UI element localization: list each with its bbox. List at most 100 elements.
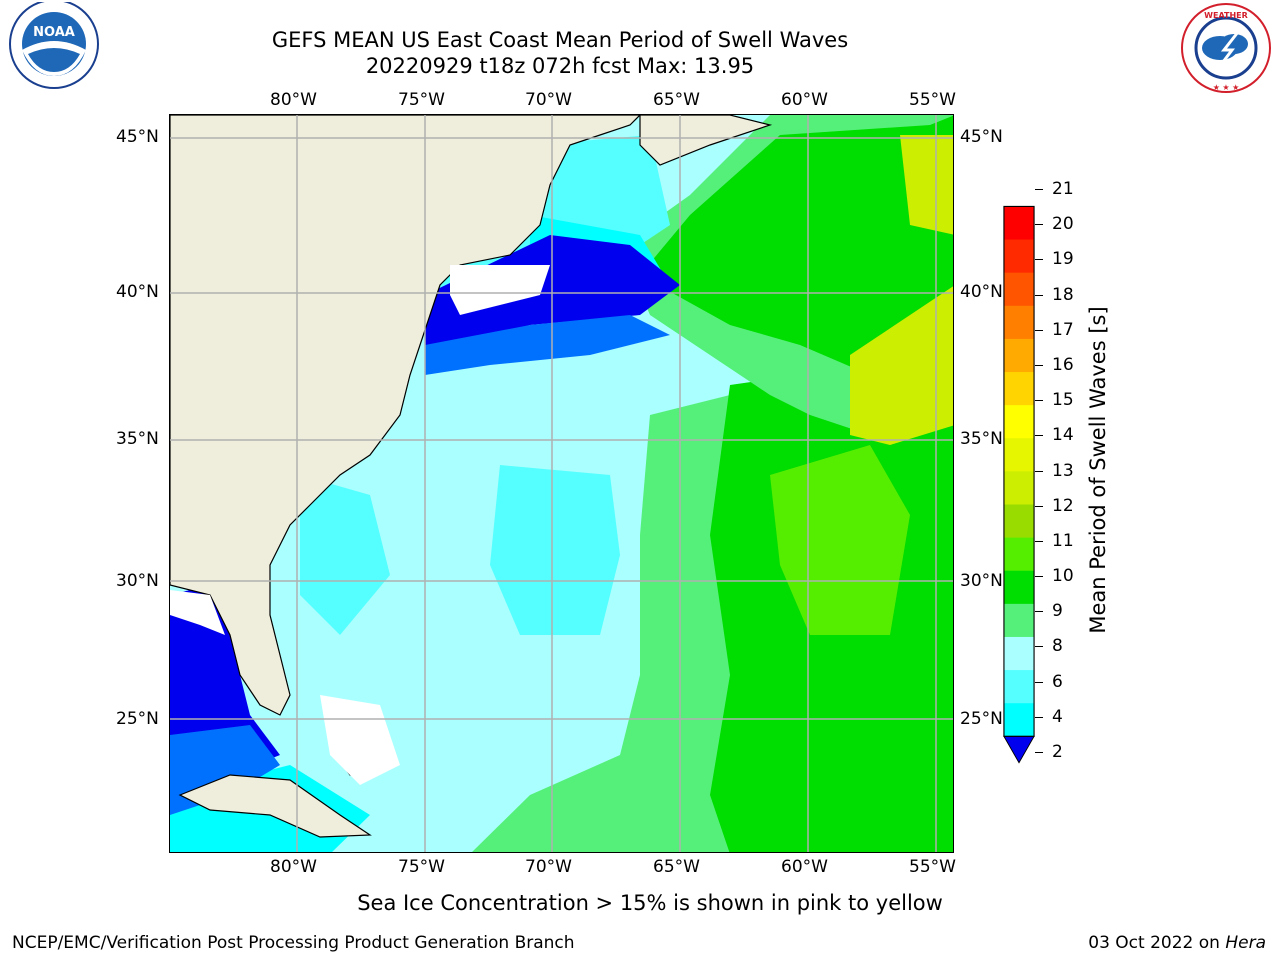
lon-label-top: 60°W: [781, 90, 828, 110]
colorbar-tick-mark: [1035, 505, 1043, 507]
nws-logo: WEATHER ★ ★ ★: [1181, 3, 1271, 93]
cuba-land: [178, 774, 372, 838]
colorbar-tick-mark: [1035, 716, 1043, 718]
colorbar-segment: [1003, 504, 1035, 539]
colorbar-segment: [1003, 703, 1035, 737]
lat-label-left: 35°N: [116, 429, 159, 449]
chart-title: GEFS MEAN US East Coast Mean Period of S…: [271, 28, 849, 52]
footer-date-text: 03 Oct 2022 on: [1088, 933, 1226, 953]
north-america-land: [170, 115, 641, 716]
lon-label-bottom: 70°W: [525, 857, 572, 877]
zone-4s-shelf: [425, 315, 670, 375]
colorbar-segment: [1003, 537, 1035, 572]
svg-text:★ ★ ★: ★ ★ ★: [1213, 83, 1240, 92]
colorbar-tick-label: 19: [1052, 249, 1074, 270]
colorbar-tick-mark: [1035, 646, 1043, 648]
colorbar-tick-mark: [1035, 576, 1043, 578]
lon-label-bottom: 65°W: [653, 857, 700, 877]
colorbar-segment: [1003, 206, 1035, 241]
lat-label-right: 25°N: [960, 709, 1003, 729]
colorbar-tick-label: 4: [1052, 706, 1063, 727]
lon-label-top: 75°W: [398, 90, 445, 110]
colorbar-tick-label: 6: [1052, 671, 1063, 692]
colorbar-tick-label: 20: [1052, 214, 1074, 235]
colorbar-tick-mark: [1035, 329, 1043, 331]
colorbar-tick-mark: [1035, 435, 1043, 437]
lat-label-left: 30°N: [116, 571, 159, 591]
zone-11s-mid: [770, 445, 910, 635]
missing-data-long-island: [450, 265, 550, 315]
colorbar-tick-label: 21: [1052, 179, 1074, 199]
lat-label-right: 45°N: [960, 127, 1003, 147]
lon-label-top: 65°W: [653, 90, 700, 110]
colorbar-tick-mark: [1035, 400, 1043, 402]
colorbar-tick-label: 17: [1052, 319, 1074, 340]
missing-data-bahamas: [320, 695, 400, 785]
lat-label-right: 35°N: [960, 429, 1003, 449]
colorbar-tick-label: 8: [1052, 636, 1063, 657]
colorbar-tick-label: 14: [1052, 425, 1074, 446]
colorbar-segment: [1003, 239, 1035, 274]
map-canvas: [170, 115, 953, 852]
lon-label-bottom: 75°W: [398, 857, 445, 877]
colorbar-tick-label: 9: [1052, 601, 1063, 622]
footer-date: 03 Oct 2022 on Hera: [1088, 933, 1266, 953]
colorbar-tick-mark: [1035, 611, 1043, 613]
colorbar-extend-arrow: [1003, 735, 1035, 764]
colorbar-tick-label: 2: [1052, 742, 1063, 762]
colorbar-tick-mark: [1035, 189, 1043, 190]
lat-label-right: 30°N: [960, 571, 1003, 591]
swell-period-map: [169, 114, 954, 853]
colorbar-segment: [1003, 338, 1035, 373]
colorbar-tick-label: 18: [1052, 284, 1074, 305]
chart-subtitle: 20220929 t18z 072h fcst Max: 13.95: [365, 54, 755, 78]
lon-label-top: 70°W: [525, 90, 572, 110]
graticule: [170, 115, 953, 852]
colorbar-tick-mark: [1035, 224, 1043, 226]
colorbar-tick-label: 15: [1052, 390, 1074, 411]
colorbar-tick-mark: [1035, 470, 1043, 472]
colorbar-tick-label: 12: [1052, 495, 1074, 516]
lon-label-bottom: 55°W: [909, 857, 956, 877]
colorbar-segment: [1003, 438, 1035, 472]
colorbar-tick-label: 13: [1052, 460, 1074, 481]
colorbar-tick-label: 10: [1052, 566, 1074, 587]
lat-label-left: 45°N: [116, 127, 159, 147]
colorbar-segment: [1003, 305, 1035, 340]
colorbar-segment: [1003, 405, 1035, 439]
colorbar-tick-mark: [1035, 681, 1043, 683]
lat-label-left: 25°N: [116, 709, 159, 729]
zone-7s-coast: [300, 475, 390, 635]
colorbar-label: Mean Period of Swell Waves [s]: [1086, 306, 1110, 634]
colorbar-frame: [1003, 205, 1035, 737]
colorbar-segments: [1003, 206, 1035, 737]
zone-12s: [850, 286, 953, 445]
lat-label-right: 40°N: [960, 282, 1003, 302]
colorbar-segment: [1003, 603, 1035, 638]
colorbar-segment: [1003, 272, 1035, 307]
footer-credit: NCEP/EMC/Verification Post Processing Pr…: [12, 933, 575, 953]
zone-12s-north: [900, 135, 953, 235]
noaa-logo-text: NOAA: [33, 25, 75, 40]
colorbar-tick-mark: [1035, 364, 1043, 366]
lon-label-bottom: 80°W: [270, 857, 317, 877]
zone-7s-patch: [490, 465, 620, 635]
colorbar-tick-mark: [1035, 752, 1043, 753]
lon-label-top: 80°W: [270, 90, 317, 110]
colorbar-tick-mark: [1035, 540, 1043, 542]
zone-11s-north: [640, 115, 953, 375]
missing-data-gulf: [170, 590, 225, 635]
nova-scotia-land: [639, 115, 773, 166]
colorbar-segment: [1003, 636, 1035, 671]
colorbar-tick-label: 11: [1052, 530, 1074, 551]
colorbar-segment: [1003, 471, 1035, 505]
lon-label-top: 55°W: [909, 90, 956, 110]
colorbar-segment: [1003, 570, 1035, 605]
colorbar-tick-mark: [1035, 259, 1043, 261]
noaa-logo: NOAA: [9, 2, 99, 89]
footer-host: Hera: [1225, 933, 1266, 953]
colorbar: [1003, 205, 1035, 764]
colorbar-tick-label: 16: [1052, 354, 1074, 375]
lon-label-bottom: 60°W: [781, 857, 828, 877]
colorbar-segment: [1003, 372, 1035, 406]
